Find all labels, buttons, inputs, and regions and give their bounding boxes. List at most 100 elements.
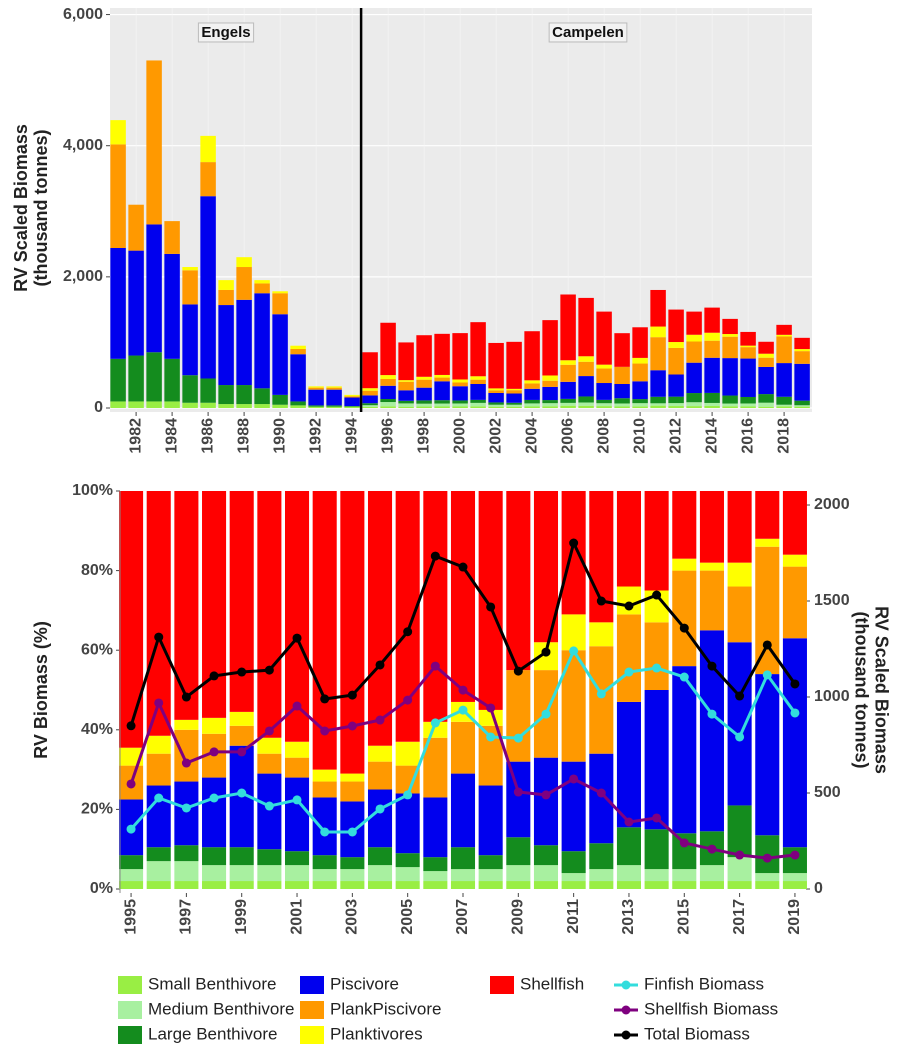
bar-segment	[755, 881, 780, 889]
x-tick-label: 2011	[565, 899, 582, 934]
legend-label: Medium Benthivore	[148, 999, 294, 1018]
bar-segment	[367, 491, 393, 746]
bar-segment	[686, 362, 702, 394]
line-point	[762, 670, 772, 680]
bar-segment	[312, 781, 337, 798]
bar-segment	[229, 725, 254, 746]
bar-segment	[596, 399, 612, 404]
bar-segment	[367, 789, 393, 848]
bar-segment	[644, 829, 669, 870]
bar-segment	[128, 250, 144, 356]
bar-segment	[632, 406, 648, 408]
bar-segment	[146, 881, 171, 889]
bar-segment	[488, 402, 504, 405]
bar-segment	[380, 375, 396, 379]
bar-segment	[794, 363, 810, 401]
bar-segment	[164, 358, 180, 402]
bar-segment	[340, 773, 365, 782]
bar-segment	[218, 305, 234, 386]
bar-segment	[699, 570, 724, 631]
bar-segment	[257, 753, 282, 774]
bar-segment	[704, 392, 720, 403]
line-point	[762, 853, 772, 863]
y-tick-label: 0	[94, 399, 103, 416]
bar-segment	[668, 347, 684, 375]
bar-segment	[614, 366, 630, 384]
bar-segment	[650, 326, 666, 338]
line-point	[624, 601, 634, 611]
bar-segment	[794, 337, 810, 350]
bar-segment	[560, 405, 576, 408]
bar-segment	[146, 861, 171, 882]
x-tick-label: 2001	[288, 899, 305, 935]
y-tick-label: 6,000	[63, 6, 103, 23]
bar-segment	[727, 805, 752, 858]
bar-segment	[308, 389, 324, 406]
bar-segment	[542, 403, 558, 407]
bar-segment	[488, 390, 504, 393]
bar-segment	[506, 491, 531, 671]
bar-segment	[561, 881, 586, 889]
bar-segment	[758, 394, 774, 403]
legend-key	[118, 1026, 142, 1044]
y-tick-label: 0%	[90, 880, 113, 897]
bar-segment	[488, 388, 504, 391]
x-tick-label: 1998	[415, 418, 432, 454]
line-point	[292, 795, 302, 805]
bar-segment	[740, 331, 756, 346]
bar-segment	[367, 761, 393, 790]
line-point	[679, 623, 689, 633]
bar-segment	[524, 399, 540, 404]
bar-segment	[367, 881, 393, 889]
bar-segment	[488, 392, 504, 403]
bar-segment	[632, 363, 648, 382]
line-point	[624, 667, 634, 677]
bar-segment	[450, 491, 476, 702]
line-point	[264, 801, 274, 811]
x-tick-label: 2007	[454, 899, 471, 935]
bar-segment	[704, 340, 720, 358]
bar-segment	[128, 401, 144, 408]
bar-segment	[596, 406, 612, 408]
line-point	[486, 602, 496, 612]
bar-segment	[272, 293, 288, 315]
bar-segment	[632, 381, 648, 400]
bar-segment	[272, 404, 288, 408]
bar-segment	[423, 797, 448, 858]
bar-segment	[755, 674, 780, 836]
bar-segment	[782, 873, 807, 882]
x-tick-label: 2013	[620, 899, 637, 935]
x-tick-label: 1997	[178, 899, 195, 935]
line-point	[624, 817, 634, 827]
bar-segment	[367, 865, 393, 882]
line-point	[154, 632, 164, 642]
y2-tick-label: 0	[814, 880, 823, 897]
bar-segment	[650, 405, 666, 408]
bar-segment	[794, 349, 810, 352]
legend-key	[490, 976, 514, 994]
bar-segment	[470, 379, 486, 384]
legend-key	[300, 976, 324, 994]
line-point	[735, 691, 745, 701]
bar-segment	[182, 267, 198, 271]
bar-segment	[632, 327, 648, 358]
bar-segment	[740, 345, 756, 348]
x-tick-label: 2002	[487, 418, 504, 454]
bar-segment	[174, 861, 199, 882]
bar-segment	[542, 380, 558, 387]
legend-label: Finfish Biomass	[644, 974, 764, 993]
bar-segment	[236, 267, 252, 300]
bar-segment	[254, 280, 270, 284]
x-tick-label: 1995	[122, 899, 139, 935]
bar-segment	[596, 364, 612, 369]
line-point	[237, 747, 247, 757]
bar-segment	[416, 379, 432, 388]
line-point	[458, 562, 468, 572]
bar-segment	[284, 491, 310, 742]
bar-segment	[533, 845, 559, 866]
bar-segment	[488, 406, 504, 408]
bar-segment	[452, 379, 468, 383]
bar-segment	[344, 397, 360, 407]
bar-segment	[229, 865, 254, 882]
